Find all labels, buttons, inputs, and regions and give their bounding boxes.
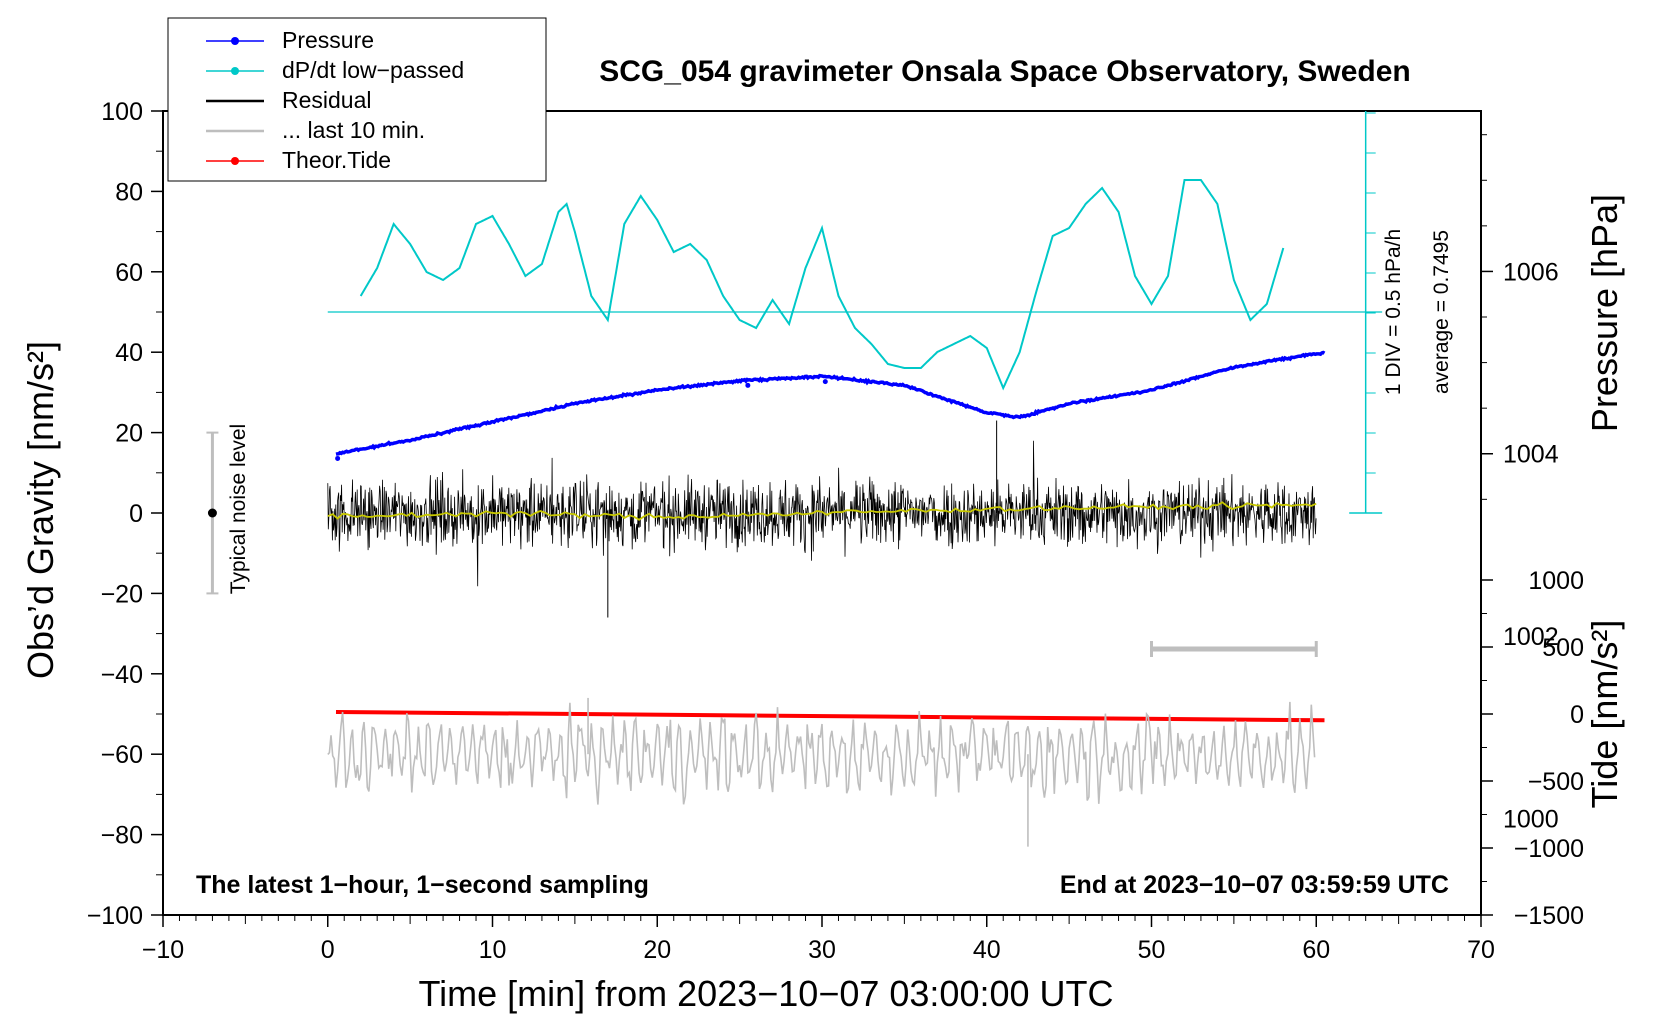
y-tick-label: −60 [101,741,143,769]
y-tick-label: 20 [115,420,143,448]
pressure-outlier-point [335,455,341,461]
legend-pressure-label: Pressure [282,27,374,53]
annotation-end-time: End at 2023−10−07 03:59:59 UTC [1060,871,1449,899]
chart-title: SCG_054 gravimeter Onsala Space Observat… [599,55,1411,88]
rate-scale-label: 1 DIV = 0.5 hPa/h [1382,229,1405,395]
x-tick-label: 10 [479,936,507,964]
legend-pressure-marker [231,37,239,45]
pressure-tick-label: 1006 [1503,258,1559,286]
noise-level-center [207,508,217,518]
x-tick-label: 70 [1467,936,1495,964]
legend-tide-label: Theor.Tide [282,147,391,173]
x-tick-label: 50 [1138,936,1166,964]
x-axis-title: Time [min] from 2023−10−07 03:00:00 UTC [418,973,1113,1014]
x-tick-label: 30 [808,936,836,964]
legend-item-dpdt: dP/dt low−passed [206,57,464,83]
x-tick-label: 0 [321,936,335,964]
series-residual-smoothed-line [327,501,1317,521]
legend: Pressure dP/dt low−passed Residual ... l… [167,17,547,182]
tide-tick-label: 1000 [1528,567,1584,595]
pressure-tick-label: 1002 [1503,623,1559,651]
y-tick-label: 100 [101,98,143,126]
pressure-tick-label: 1004 [1503,441,1559,469]
x-tick-label: −10 [142,936,184,964]
x-tick-label: 60 [1302,936,1330,964]
rate-average-label: average = 0.7495 [1430,230,1453,394]
legend-tide-marker [231,157,239,165]
x-tick-label: 40 [973,936,1001,964]
tide-tick-label: −1000 [1514,835,1584,863]
axis-ticks: −10 0 10 20 30 40 50 60 70−100−80−60−40−20020406… [87,98,1584,964]
legend-item-tide: Theor.Tide [206,147,391,173]
x-tick-label: 20 [643,936,671,964]
legend-box [167,17,547,182]
tide-tick-label: 0 [1570,701,1584,729]
y-tick-label: −20 [101,580,143,608]
y-tick-label: −100 [87,902,143,930]
legend-residual-label: Residual [282,87,372,113]
series-pressure-line [335,350,1326,456]
y-axis-title-pressure: Pressure [hPa] [1584,194,1625,432]
tide-tick-label: 500 [1542,634,1584,662]
annotation-sampling: The latest 1−hour, 1−second sampling [196,871,649,899]
legend-item-residual: Residual [206,87,372,113]
plot-area [162,110,1482,916]
pressure-tick-label: 1000 [1503,805,1559,833]
pressure-outlier-point [822,379,828,385]
y-axis-title-left: Obs’d Gravity [nm/s²] [20,341,61,679]
y-tick-label: −40 [101,661,143,689]
series-dpdt-line [359,179,1285,391]
series-last10-line [327,701,1316,805]
y-tick-label: 80 [115,178,143,206]
noise-level-label: Typical noise level [227,424,250,594]
y-axis-title-tide: Tide [nm/s²] [1584,620,1625,809]
series-tide-line [335,709,1325,723]
tide-tick-label: −1500 [1514,902,1584,930]
y-tick-label: 40 [115,339,143,367]
y-tick-label: 60 [115,259,143,287]
series-residual-line [327,440,1317,587]
legend-last10-label: ... last 10 min. [282,117,425,143]
legend-item-pressure: Pressure [206,27,374,53]
pressure-outlier-point [745,382,751,388]
y-tick-label: −80 [101,822,143,850]
y-tick-label: 0 [129,500,143,528]
legend-dpdt-marker [231,67,239,75]
tide-tick-label: −500 [1528,768,1584,796]
legend-item-last10: ... last 10 min. [206,117,425,143]
legend-dpdt-label: dP/dt low−passed [282,57,464,83]
